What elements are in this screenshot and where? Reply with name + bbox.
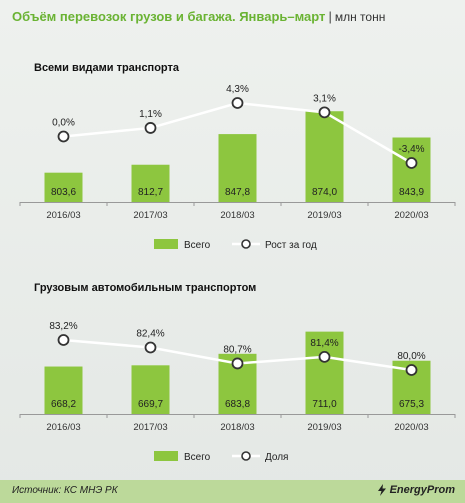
legend-bar-label: Всего: [184, 240, 211, 251]
legend-bar-swatch: [154, 239, 178, 249]
unit-label: млн тонн: [334, 10, 386, 24]
chart-2-title: Грузовым автомобильным транспортом: [34, 282, 257, 294]
bar-label: 711,0: [312, 399, 337, 410]
line-label: 3,1%: [313, 93, 336, 104]
legend-line-label: Рост за год: [265, 240, 317, 251]
bar-1-2016/03: [44, 172, 83, 202]
bar-label: 843,9: [399, 187, 424, 198]
line-point: [57, 130, 70, 143]
line-point: [144, 122, 157, 134]
title-text: Объём перевозок грузов и багажа. Январь–…: [12, 9, 326, 24]
line-label: 4,3%: [226, 84, 249, 95]
bar-label: 847,8: [225, 187, 250, 198]
header: Объём перевозок грузов и багажа. Январь–…: [0, 0, 465, 30]
line-label: -3,4%: [398, 144, 424, 155]
brand-logo: EnergyProm: [377, 484, 455, 496]
legend-line-label: Доля: [265, 452, 288, 463]
bar-1-2018/03: [218, 134, 257, 202]
line-point: [405, 364, 418, 376]
bar-label: 675,3: [399, 399, 424, 410]
x-tick-label: 2016/03: [46, 210, 80, 221]
bar-1-2017/03: [131, 164, 170, 202]
chart-2: 668,2 669,7 683,8 711,0 675,3 2016/03 2017/03 2…: [0, 292, 465, 470]
line-label: 1,1%: [139, 109, 162, 120]
line-label: 82,4%: [136, 329, 164, 340]
lightning-icon: [377, 484, 386, 496]
legend-line-marker: [241, 239, 251, 249]
bar-1-2019/03: [305, 111, 344, 202]
bar-label: 803,6: [51, 187, 76, 198]
x-tick-label: 2019/03: [307, 422, 341, 433]
x-tick-label: 2018/03: [220, 210, 254, 221]
x-tick-label: 2016/03: [46, 422, 80, 433]
line-label: 0,0%: [52, 118, 75, 129]
line-point: [144, 341, 157, 354]
chart-2-svg: 668,2 669,7 683,8 711,0 675,3 2016/03 2017/03 2…: [19, 321, 456, 463]
chart-1-title: Всеми видами транспорта: [34, 62, 179, 74]
bar-2-2017/03: [131, 365, 170, 414]
x-tick-label: 2020/03: [394, 422, 428, 433]
x-tick-label: 2020/03: [394, 210, 428, 221]
bar-2-2019/03: [305, 331, 344, 414]
line-label: 81,4%: [310, 338, 338, 349]
bar-label: 683,8: [225, 399, 250, 410]
line-label: 80,7%: [223, 344, 251, 355]
x-tick-label: 2018/03: [220, 422, 254, 433]
bar-1-2020/03: [392, 137, 431, 202]
bar-label: 812,7: [138, 187, 163, 198]
line-point: [57, 334, 70, 346]
legend-bar-swatch: [154, 451, 178, 461]
footer: Источник: КС МНЭ РК EnergyProm: [0, 480, 465, 503]
x-tick-label: 2019/03: [307, 210, 341, 221]
title-separator: |: [328, 9, 332, 24]
bar-2-2016/03: [44, 366, 83, 414]
x-tick-label: 2017/03: [133, 422, 167, 433]
line-label: 83,2%: [49, 321, 77, 332]
source-text: Источник: КС МНЭ РК: [12, 485, 118, 496]
line-label: 80,0%: [397, 351, 425, 362]
chart-1: 803,6 812,7 847,8 874,0 843,9 2016/03 2017/03 2…: [0, 72, 465, 262]
x-tick-label: 2017/03: [133, 210, 167, 221]
line-point: [318, 350, 331, 363]
bar-label: 874,0: [312, 187, 337, 198]
line-point: [231, 97, 244, 109]
bar-label: 668,2: [51, 399, 76, 410]
page-title: Объём перевозок грузов и багажа. Январь–…: [12, 9, 385, 24]
brand-text: EnergyProm: [389, 484, 455, 496]
line-point: [318, 106, 331, 119]
legend-bar-label: Всего: [184, 452, 211, 463]
line-point: [405, 157, 418, 169]
line-point: [231, 357, 244, 370]
bar-label: 669,7: [138, 399, 163, 410]
chart-1-svg: 803,6 812,7 847,8 874,0 843,9 2016/03 2017/03 2…: [19, 84, 456, 251]
legend-line-marker: [241, 451, 251, 461]
